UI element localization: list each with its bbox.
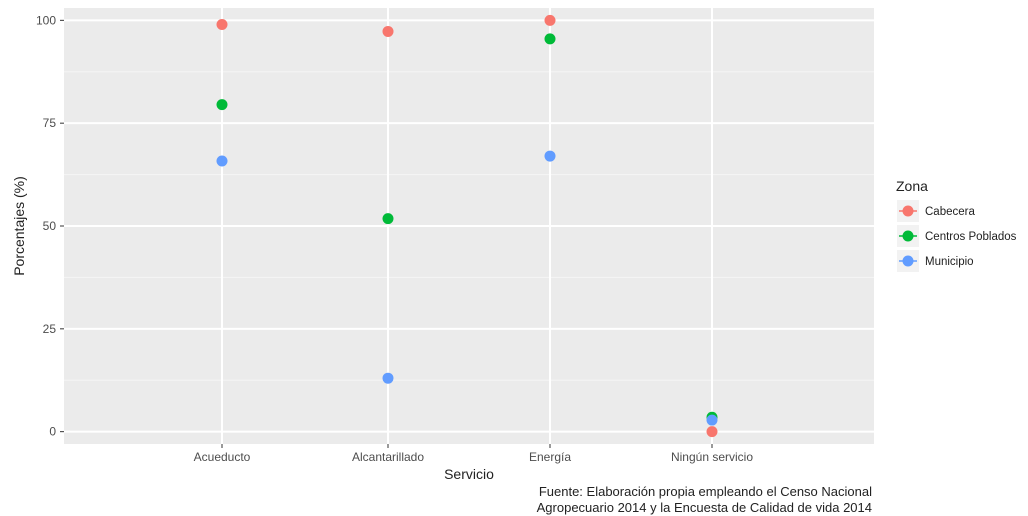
- x-axis-title: Servicio: [444, 466, 494, 482]
- data-point: [216, 155, 228, 167]
- legend: Zona Cabecera Centros Poblados Municipio: [896, 178, 1017, 272]
- legend-label: Cabecera: [925, 206, 975, 218]
- data-point: [544, 14, 556, 26]
- grid-lines: [64, 8, 874, 444]
- y-tick-label: 50: [43, 219, 57, 233]
- source-line-2: Agropecuario 2014 y la Encuesta de Calid…: [537, 500, 872, 515]
- legend-items: Cabecera Centros Poblados Municipio: [897, 200, 1017, 272]
- x-tick-label: Acueducto: [194, 450, 251, 464]
- y-axis-title: Porcentajes (%): [11, 176, 27, 276]
- y-axis-ticks: 0 25 50 75 100: [36, 13, 64, 439]
- x-tick-label: Ningún servicio: [671, 450, 753, 464]
- legend-label: Municipio: [925, 256, 974, 268]
- x-axis-ticks: Acueducto Alcantarillado Energía Ningún ser…: [194, 444, 753, 464]
- data-point: [706, 414, 718, 426]
- legend-label: Centros Poblados: [925, 231, 1017, 243]
- y-tick-label: 25: [43, 322, 57, 336]
- data-point: [216, 18, 228, 30]
- data-point: [544, 33, 556, 45]
- data-point: [382, 372, 394, 384]
- legend-key-point: [902, 255, 914, 267]
- y-tick-label: 75: [43, 116, 57, 130]
- data-point: [706, 426, 718, 438]
- data-point: [382, 213, 394, 225]
- y-tick-label: 0: [49, 425, 56, 439]
- x-tick-label: Energía: [529, 450, 571, 464]
- source-line-1: Fuente: Elaboración propia empleando el …: [539, 484, 872, 499]
- data-point: [382, 25, 394, 37]
- data-points: [216, 14, 718, 438]
- y-tick-label: 100: [36, 13, 56, 27]
- data-point: [216, 99, 228, 111]
- legend-key-point: [902, 205, 914, 217]
- data-point: [544, 150, 556, 162]
- legend-title: Zona: [896, 178, 928, 194]
- legend-key-point: [902, 230, 914, 242]
- x-tick-label: Alcantarillado: [352, 450, 424, 464]
